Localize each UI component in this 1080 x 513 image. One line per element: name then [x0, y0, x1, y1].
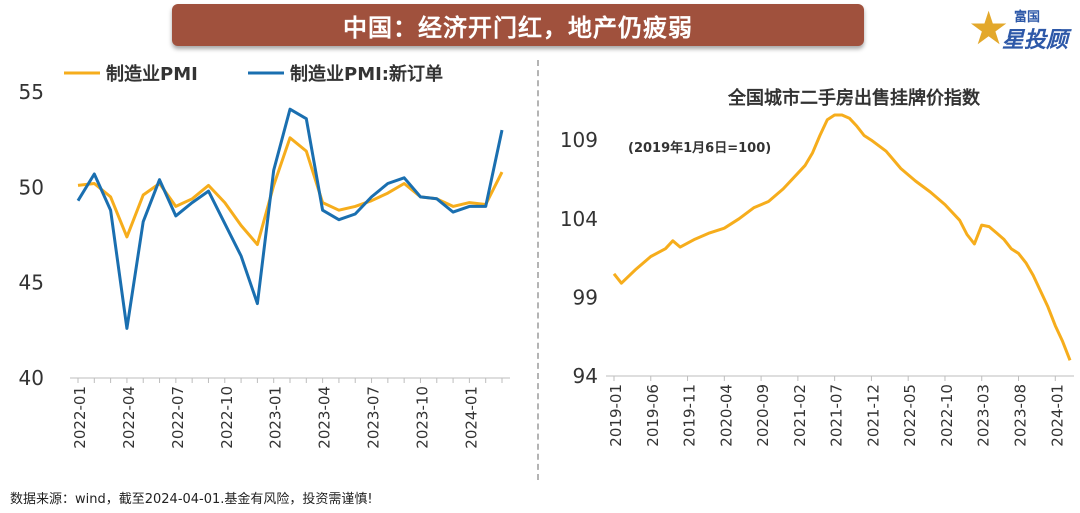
left-x-tick-label: 2023-07 [365, 386, 383, 449]
right-x-tick-label: 2019-01 [607, 384, 625, 447]
left-y-tick-label: 40 [19, 366, 44, 390]
logo: ★ 富国 星投顾 [968, 2, 1076, 54]
logo-line1: 富国 [1014, 10, 1041, 25]
housing-index-line [612, 113, 1072, 361]
right-x-tick-label: 2022-10 [938, 384, 956, 447]
left-x-tick-label: 2024-01 [462, 386, 480, 449]
pmi-new-orders-line [76, 107, 504, 330]
right-x-tick-label: 2023-03 [975, 384, 993, 447]
left-x-tick-label: 2023-04 [316, 386, 334, 449]
right-x-tick-label: 2021-07 [828, 384, 846, 447]
logo-line2: 星投顾 [1002, 28, 1069, 53]
left-x-tick-label: 2023-10 [413, 386, 431, 449]
right-y-tick-label: 99 [573, 285, 598, 309]
right-x-tick-label: 2022-05 [901, 384, 919, 447]
panel-divider [537, 60, 539, 480]
right-x-tick-label: 2021-12 [864, 384, 882, 447]
right-y-tick-label: 104 [560, 207, 598, 231]
right-chart-annotation: (2019年1月6日=100) [628, 140, 771, 156]
right-x-tick-label: 2021-02 [791, 384, 809, 447]
right-x-tick-label: 2023-08 [1012, 384, 1030, 447]
right-x-tick-label: 2020-09 [754, 384, 772, 447]
footer-source: 数据来源：wind，截至2024-04-01.基金有风险，投资需谨慎! [10, 492, 373, 507]
banner-title: 中国：经济开门红，地产仍疲弱 [172, 4, 864, 46]
star-icon: ★ [968, 1, 1010, 55]
left-x-tick-label: 2022-04 [120, 386, 138, 449]
left-y-tick-label: 55 [19, 80, 44, 104]
left-y-tick-label: 50 [19, 175, 44, 199]
right-x-tick-label: 2024-01 [1048, 384, 1066, 447]
right-chart-title: 全国城市二手房出售挂牌价指数 [727, 87, 981, 109]
legend-label-pmi: 制造业PMI [106, 63, 198, 85]
left-x-tick-label: 2022-10 [218, 386, 236, 449]
left-x-tick-label: 2023-01 [267, 386, 285, 449]
legend-label-new-orders: 制造业PMI:新订单 [290, 63, 443, 85]
left-y-tick-label: 45 [19, 271, 44, 295]
right-x-tick-label: 2019-06 [644, 384, 662, 447]
left-x-tick-label: 2022-01 [71, 386, 89, 449]
right-y-tick-label: 94 [573, 364, 598, 388]
right-y-tick-label: 109 [560, 128, 598, 152]
left-x-tick-label: 2022-07 [169, 386, 187, 449]
right-x-tick-label: 2019-11 [681, 384, 699, 447]
right-x-tick-label: 2020-04 [717, 384, 735, 447]
